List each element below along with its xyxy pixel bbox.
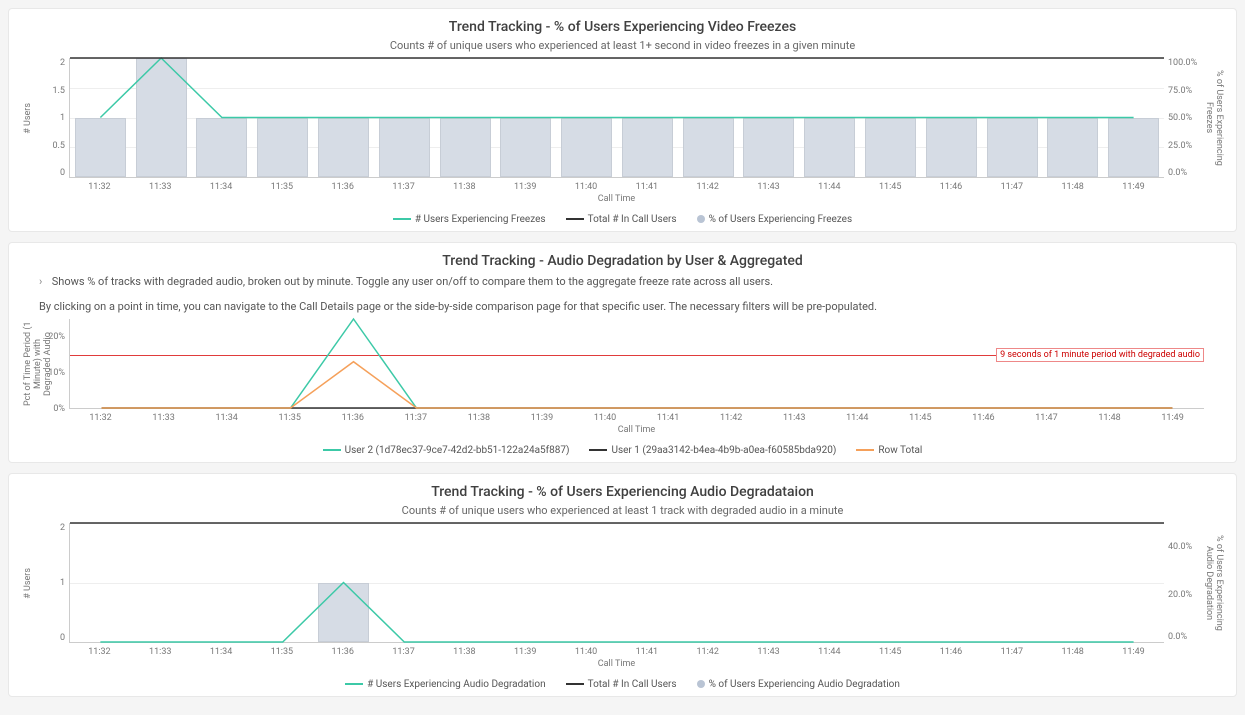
chart1-plot[interactable] [69, 58, 1164, 178]
chart3-subtitle: Counts # of unique users who experienced… [23, 504, 1222, 517]
chart3-yright-ticks: 40.0%20.0%0.0% [1164, 523, 1204, 643]
chart3-yright-label: % of Users Experiencing Audio Degradatio… [1204, 523, 1222, 643]
chart2-plot[interactable]: 9 seconds of 1 minute period with degrad… [69, 319, 1204, 409]
chart2-legend[interactable]: User 2 (1d78ec37-9ce7-42d2-bb51-122a24a5… [23, 445, 1222, 456]
chart2-xlabel: Call Time [69, 425, 1204, 435]
chart3-legend[interactable]: # Users Experiencing Audio DegradationTo… [23, 679, 1222, 690]
panel-video-freezes: Trend Tracking - % of Users Experiencing… [8, 8, 1237, 232]
chart2-desc1: › Shows % of tracks with degraded audio,… [39, 275, 1222, 288]
panel-audio-degradation-pct: Trend Tracking - % of Users Experiencing… [8, 473, 1237, 697]
chart1-yright-label: % of Users Experiencing Freezes [1204, 58, 1222, 178]
chart3-yleft-label: # Users [23, 523, 41, 643]
chart1-xlabel: Call Time [69, 194, 1164, 204]
chart3-xaxis: 11:3211:3311:3411:3511:3611:3711:3811:39… [69, 647, 1164, 657]
chevron-right-icon[interactable]: › [39, 275, 49, 288]
panel-audio-degradation-user: Trend Tracking - Audio Degradation by Us… [8, 242, 1237, 463]
chart2-yleft-ticks: 20%10%0% [41, 319, 69, 409]
chart3-yleft-ticks: 210 [41, 523, 69, 643]
chart1-yleft-ticks: 21.510.50 [41, 58, 69, 178]
chart1-legend[interactable]: # Users Experiencing FreezesTotal # In C… [23, 214, 1222, 225]
chart2-yleft-label: Pct of Time Period (1 Minute) with Degra… [23, 319, 41, 409]
chart3-title: Trend Tracking - % of Users Experiencing… [23, 484, 1222, 500]
chart2-title: Trend Tracking - Audio Degradation by Us… [23, 253, 1222, 269]
chart1-yright-ticks: 100.0%75.0%50.0%25.0%0.0% [1164, 58, 1204, 178]
chart1-subtitle: Counts # of unique users who experienced… [23, 39, 1222, 52]
chart2-desc2: By clicking on a point in time, you can … [39, 300, 1222, 313]
chart1-title: Trend Tracking - % of Users Experiencing… [23, 19, 1222, 35]
chart2-xaxis: 11:3211:3311:3411:3511:3611:3711:3811:39… [69, 413, 1204, 423]
chart3-xlabel: Call Time [69, 659, 1164, 669]
chart1-yleft-label: # Users [23, 58, 41, 178]
chart1-xaxis: 11:3211:3311:3411:3511:3611:3711:3811:39… [69, 182, 1164, 192]
chart3-plot[interactable] [69, 523, 1164, 643]
